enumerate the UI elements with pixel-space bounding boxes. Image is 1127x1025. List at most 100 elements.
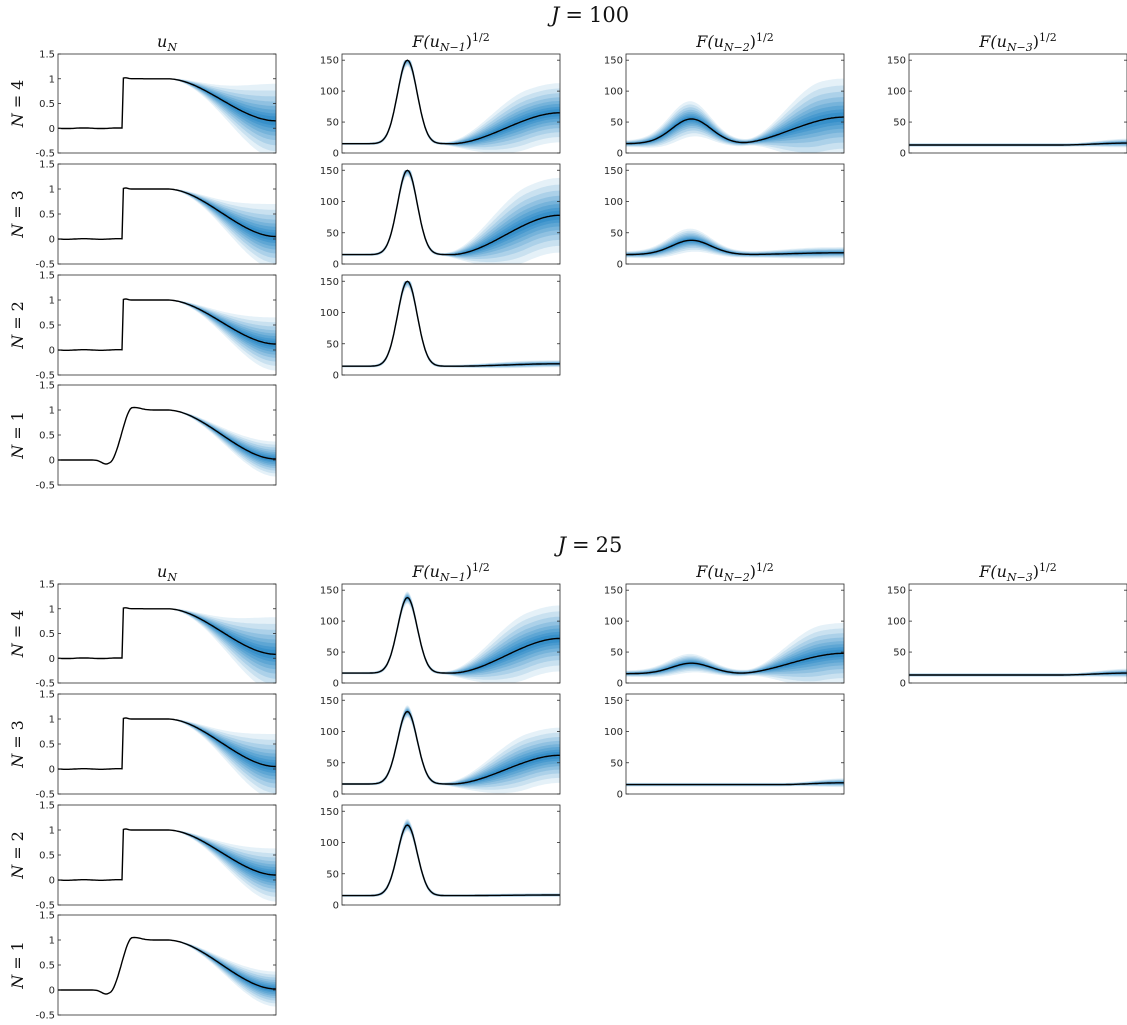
y-tick-label: 0 xyxy=(333,371,339,382)
y-tick-label: -0.5 xyxy=(35,481,55,492)
panel-g0-r2-c0: 1.5 1 0.5 0 -0.5 xyxy=(35,271,277,382)
row-label-3: N = 1 xyxy=(8,411,27,460)
y-tick-label: 0 xyxy=(900,679,906,690)
band-level-4 xyxy=(626,235,844,256)
panel-g1-r1-c1: 150 100 50 0 xyxy=(320,693,561,801)
y-tick-label: 0 xyxy=(49,876,55,887)
band-level-5 xyxy=(58,829,276,883)
column-title-3: F(uN−3)1/2 xyxy=(978,561,1056,584)
band-level-7 xyxy=(626,112,844,144)
band-level-5 xyxy=(58,718,276,777)
band-level-5 xyxy=(58,77,276,132)
band-level-6 xyxy=(342,823,560,896)
row-label-1: N = 3 xyxy=(8,190,27,239)
band-level-2 xyxy=(626,232,844,257)
y-tick-label: 100 xyxy=(604,87,623,98)
band-level-0 xyxy=(626,623,844,683)
y-tick-label: 0.5 xyxy=(39,629,55,640)
y-tick-label: 0 xyxy=(617,790,623,801)
column-title-1: F(uN−1)1/2 xyxy=(411,561,489,584)
svg-text:N=3: N = 3 xyxy=(8,190,27,239)
row-value: 1 xyxy=(8,941,27,951)
band-level-3 xyxy=(342,281,560,367)
band-level-1 xyxy=(58,718,276,794)
y-tick-label: -0.5 xyxy=(35,371,55,382)
band-level-3 xyxy=(342,60,560,146)
row-value: 3 xyxy=(8,720,27,730)
row-value: 3 xyxy=(8,190,27,200)
uncertainty-bands xyxy=(342,281,560,369)
mean-line xyxy=(626,652,844,675)
panel-g0-r0-c3: 150 100 50 0 xyxy=(887,53,1127,160)
y-tick-label: 0.5 xyxy=(39,851,55,862)
y-tick-label: 50 xyxy=(610,118,623,129)
uncertainty-bands xyxy=(909,668,1127,678)
band-level-0 xyxy=(342,705,560,794)
y-tick-label: 1.5 xyxy=(39,160,55,171)
band-level-2 xyxy=(58,77,276,146)
y-tick-label: 50 xyxy=(326,228,339,239)
svg-text:F(uN−2)1/2: F(uN−2)1/2 xyxy=(695,561,773,584)
band-level-3 xyxy=(58,607,276,674)
mean-line xyxy=(342,280,560,367)
band-level-6 xyxy=(58,607,276,662)
y-tick-label: 1.5 xyxy=(39,50,55,61)
svg-text:F(uN−3)1/2: F(uN−3)1/2 xyxy=(978,561,1056,584)
y-tick-label: 0 xyxy=(900,149,906,160)
row-value: 2 xyxy=(8,831,27,841)
band-level-4 xyxy=(626,641,844,675)
band-level-1 xyxy=(342,592,560,680)
panel-frame xyxy=(341,804,561,906)
y-tick-label: 100 xyxy=(320,617,339,628)
svg-text:N=2: N = 2 xyxy=(8,831,27,880)
uncertainty-bands xyxy=(342,60,560,153)
y-tick-label: 150 xyxy=(887,56,906,67)
row-op: = xyxy=(8,625,27,638)
y-tick-label: 50 xyxy=(326,869,339,880)
svg-text:F(uN−2)1/2: F(uN−2)1/2 xyxy=(695,31,773,54)
band-level-1 xyxy=(58,607,276,683)
y-tick-label: 150 xyxy=(320,56,339,67)
band-level-5 xyxy=(342,709,560,785)
panel-frame xyxy=(908,583,1127,684)
row-value: 2 xyxy=(8,301,27,311)
svg-text:N=4: N = 4 xyxy=(8,80,27,129)
panel-g0-r3-c0: 1.5 1 0.5 0 -0.5 xyxy=(35,381,277,492)
band-level-5 xyxy=(342,281,560,367)
row-value: 4 xyxy=(8,80,27,90)
panel-g1-r1-c0: 1.5 1 0.5 0 -0.5 xyxy=(35,690,277,801)
band-level-2 xyxy=(58,188,276,258)
band-level-2 xyxy=(58,937,276,1001)
band-level-3 xyxy=(626,637,844,676)
svg-text:N=3: N = 3 xyxy=(8,720,27,769)
band-level-2 xyxy=(342,707,560,788)
band-level-1 xyxy=(626,628,844,682)
uncertainty-bands xyxy=(626,778,844,788)
row-label-3: N = 1 xyxy=(8,941,27,990)
band-level-0 xyxy=(626,78,844,153)
band-level-1 xyxy=(342,819,560,897)
mean-line xyxy=(58,406,276,465)
band-level-3 xyxy=(626,97,844,146)
y-tick-label: 1 xyxy=(49,406,55,417)
svg-text:uN: uN xyxy=(157,562,177,584)
column-title-2: F(uN−2)1/2 xyxy=(695,561,773,584)
y-tick-label: 100 xyxy=(604,617,623,628)
mean-line xyxy=(58,936,276,995)
band-level-5 xyxy=(626,644,844,675)
y-tick-label: 150 xyxy=(604,586,623,597)
column-title-0: uN xyxy=(157,562,177,584)
y-tick-label: 100 xyxy=(604,197,623,208)
row-var: N xyxy=(8,974,27,990)
col-base: F(u xyxy=(411,32,440,51)
svg-text:uN: uN xyxy=(157,32,177,54)
col-sup: 1/2 xyxy=(472,561,490,574)
col-close: ) xyxy=(750,562,756,581)
band-level-1 xyxy=(342,170,560,263)
svg-text:N=1: N = 1 xyxy=(8,941,27,990)
y-tick-label: 100 xyxy=(320,87,339,98)
uncertainty-bands xyxy=(58,188,276,264)
col-close: ) xyxy=(1033,32,1039,51)
row-op: = xyxy=(8,426,27,439)
mean-line xyxy=(342,710,560,785)
